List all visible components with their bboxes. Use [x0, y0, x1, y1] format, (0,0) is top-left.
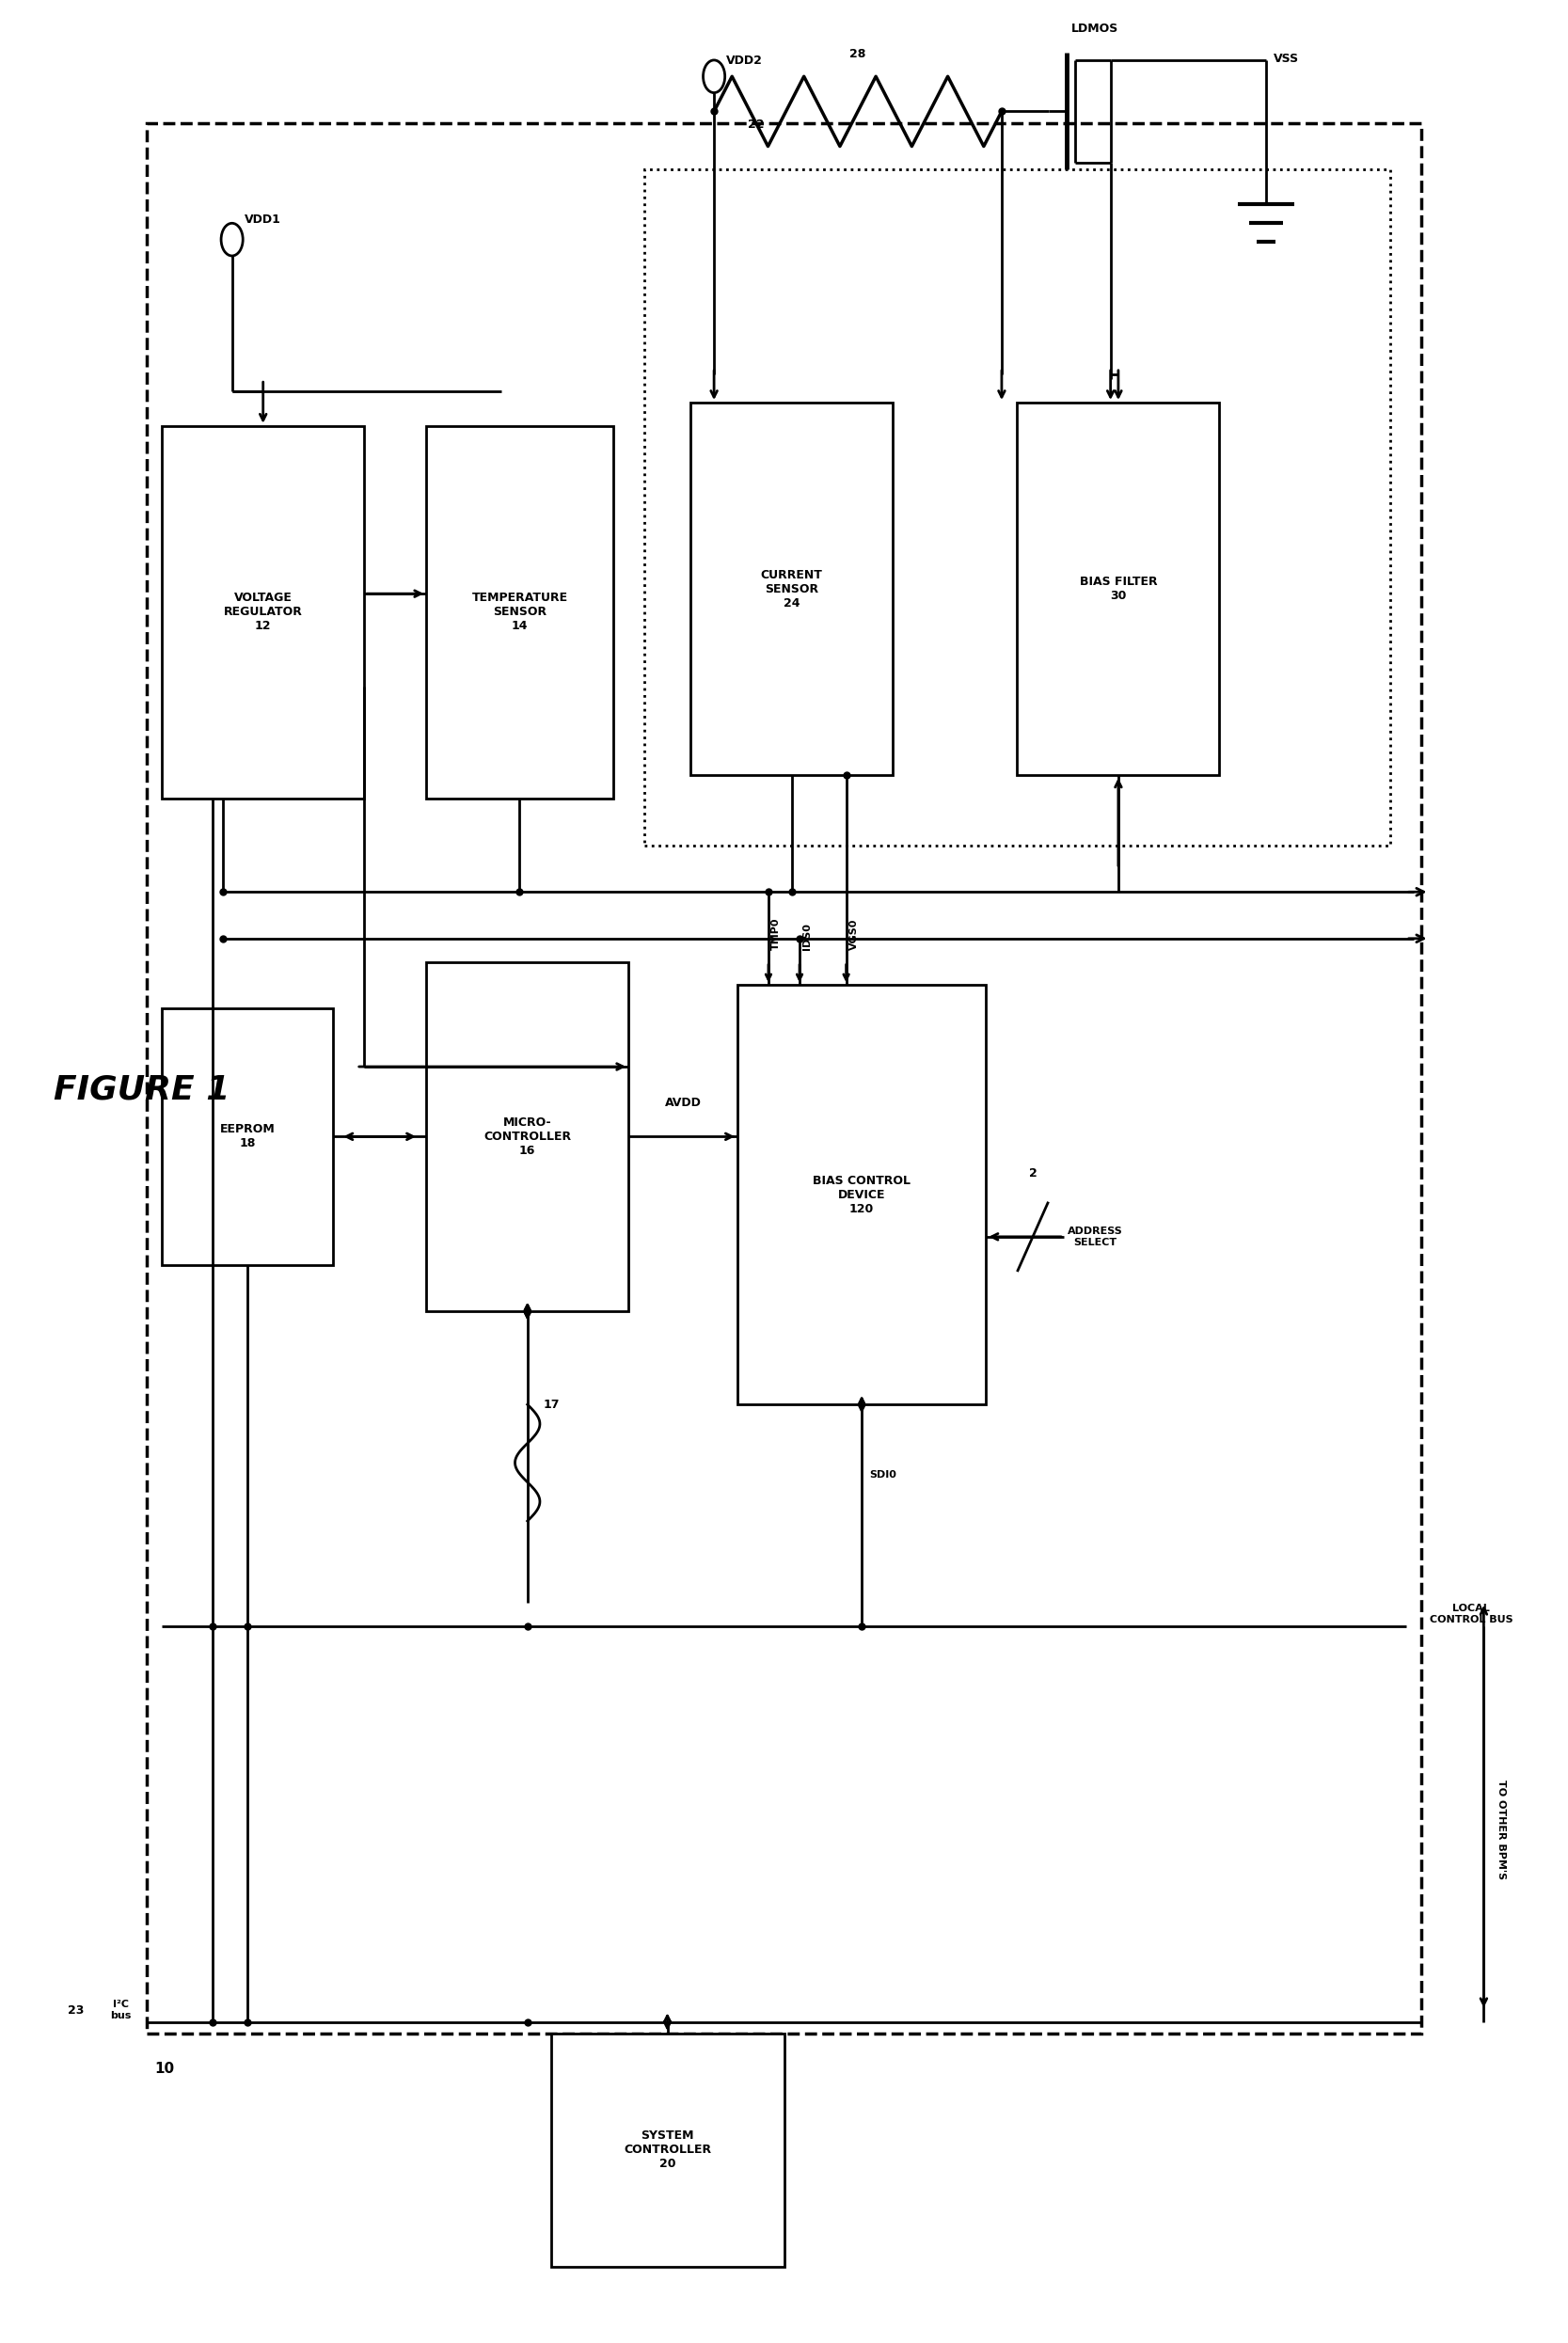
Text: FIGURE 1: FIGURE 1: [53, 1073, 229, 1106]
Text: EEPROM
18: EEPROM 18: [220, 1122, 274, 1150]
Bar: [426, 426, 613, 799]
Text: 2: 2: [1029, 1167, 1036, 1181]
Text: TO OTHER BPM'S: TO OTHER BPM'S: [1496, 1781, 1505, 1879]
Bar: [162, 426, 364, 799]
Bar: [1018, 403, 1220, 776]
Text: MICRO-
CONTROLLER
16: MICRO- CONTROLLER 16: [483, 1115, 571, 1157]
Text: IDS0: IDS0: [803, 923, 812, 951]
Bar: [690, 403, 892, 776]
Text: LOCAL
CONTROL BUS: LOCAL CONTROL BUS: [1430, 1605, 1513, 1624]
Text: TMP0: TMP0: [771, 918, 781, 951]
Bar: [644, 169, 1391, 846]
Text: SDI0: SDI0: [870, 1469, 897, 1478]
Text: VSS: VSS: [1273, 52, 1300, 66]
Text: AVDD: AVDD: [665, 1097, 701, 1108]
Text: SYSTEM
CONTROLLER
20: SYSTEM CONTROLLER 20: [624, 2130, 712, 2170]
Text: TEMPERATURE
SENSOR
14: TEMPERATURE SENSOR 14: [472, 593, 568, 633]
Text: BIAS FILTER
30: BIAS FILTER 30: [1079, 576, 1157, 602]
Text: ADDRESS
SELECT: ADDRESS SELECT: [1068, 1228, 1123, 1246]
Text: 28: 28: [850, 47, 866, 61]
Text: 23: 23: [67, 2003, 85, 2017]
Text: VDD2: VDD2: [726, 54, 764, 68]
Text: VGS0: VGS0: [850, 918, 859, 951]
Text: 17: 17: [543, 1399, 560, 1410]
Text: 22: 22: [748, 119, 765, 131]
Text: VDD1: VDD1: [245, 213, 281, 225]
Text: 10: 10: [154, 2062, 174, 2076]
Text: CURRENT
SENSOR
24: CURRENT SENSOR 24: [760, 569, 823, 609]
Text: BIAS CONTROL
DEVICE
120: BIAS CONTROL DEVICE 120: [812, 1174, 911, 1216]
Bar: [426, 963, 629, 1312]
Bar: [162, 1007, 332, 1265]
Text: VOLTAGE
REGULATOR
12: VOLTAGE REGULATOR 12: [224, 593, 303, 633]
Bar: [550, 2034, 784, 2266]
Text: LDMOS: LDMOS: [1071, 23, 1120, 35]
Bar: [737, 984, 986, 1403]
Bar: [146, 124, 1422, 2034]
Text: I²C
bus: I²C bus: [110, 2001, 130, 2020]
